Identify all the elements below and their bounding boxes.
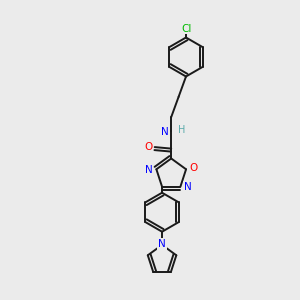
Text: O: O	[190, 163, 198, 173]
Text: H: H	[178, 125, 185, 135]
Text: N: N	[161, 127, 169, 137]
Text: N: N	[145, 165, 152, 175]
Text: N: N	[184, 182, 192, 192]
Text: O: O	[144, 142, 152, 152]
Text: N: N	[158, 239, 166, 249]
Text: Cl: Cl	[182, 23, 192, 34]
